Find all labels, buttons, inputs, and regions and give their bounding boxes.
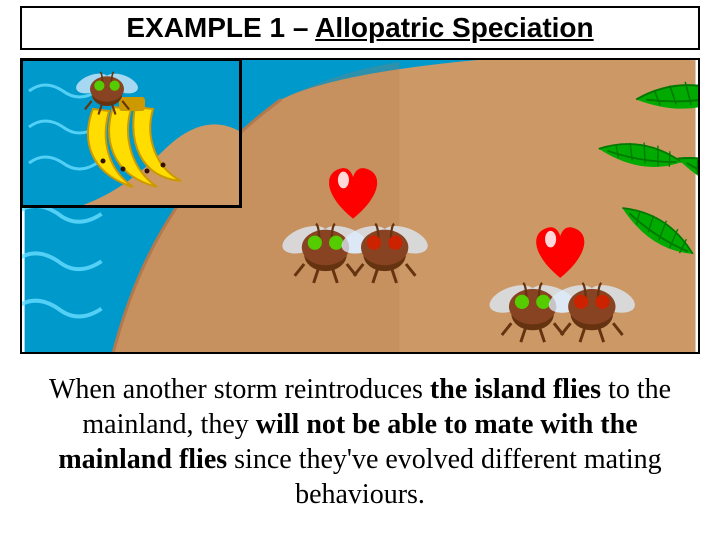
title-bar: EXAMPLE 1 – Allopatric Speciation [20, 6, 700, 50]
scene-wrap [20, 58, 700, 354]
inset-illustration [23, 61, 239, 205]
title-underlined: Allopatric Speciation [315, 12, 594, 43]
title-prefix: EXAMPLE 1 – [126, 12, 315, 43]
caption-text: When another storm reintroduces the isla… [40, 372, 680, 512]
inset-panel [20, 58, 242, 208]
